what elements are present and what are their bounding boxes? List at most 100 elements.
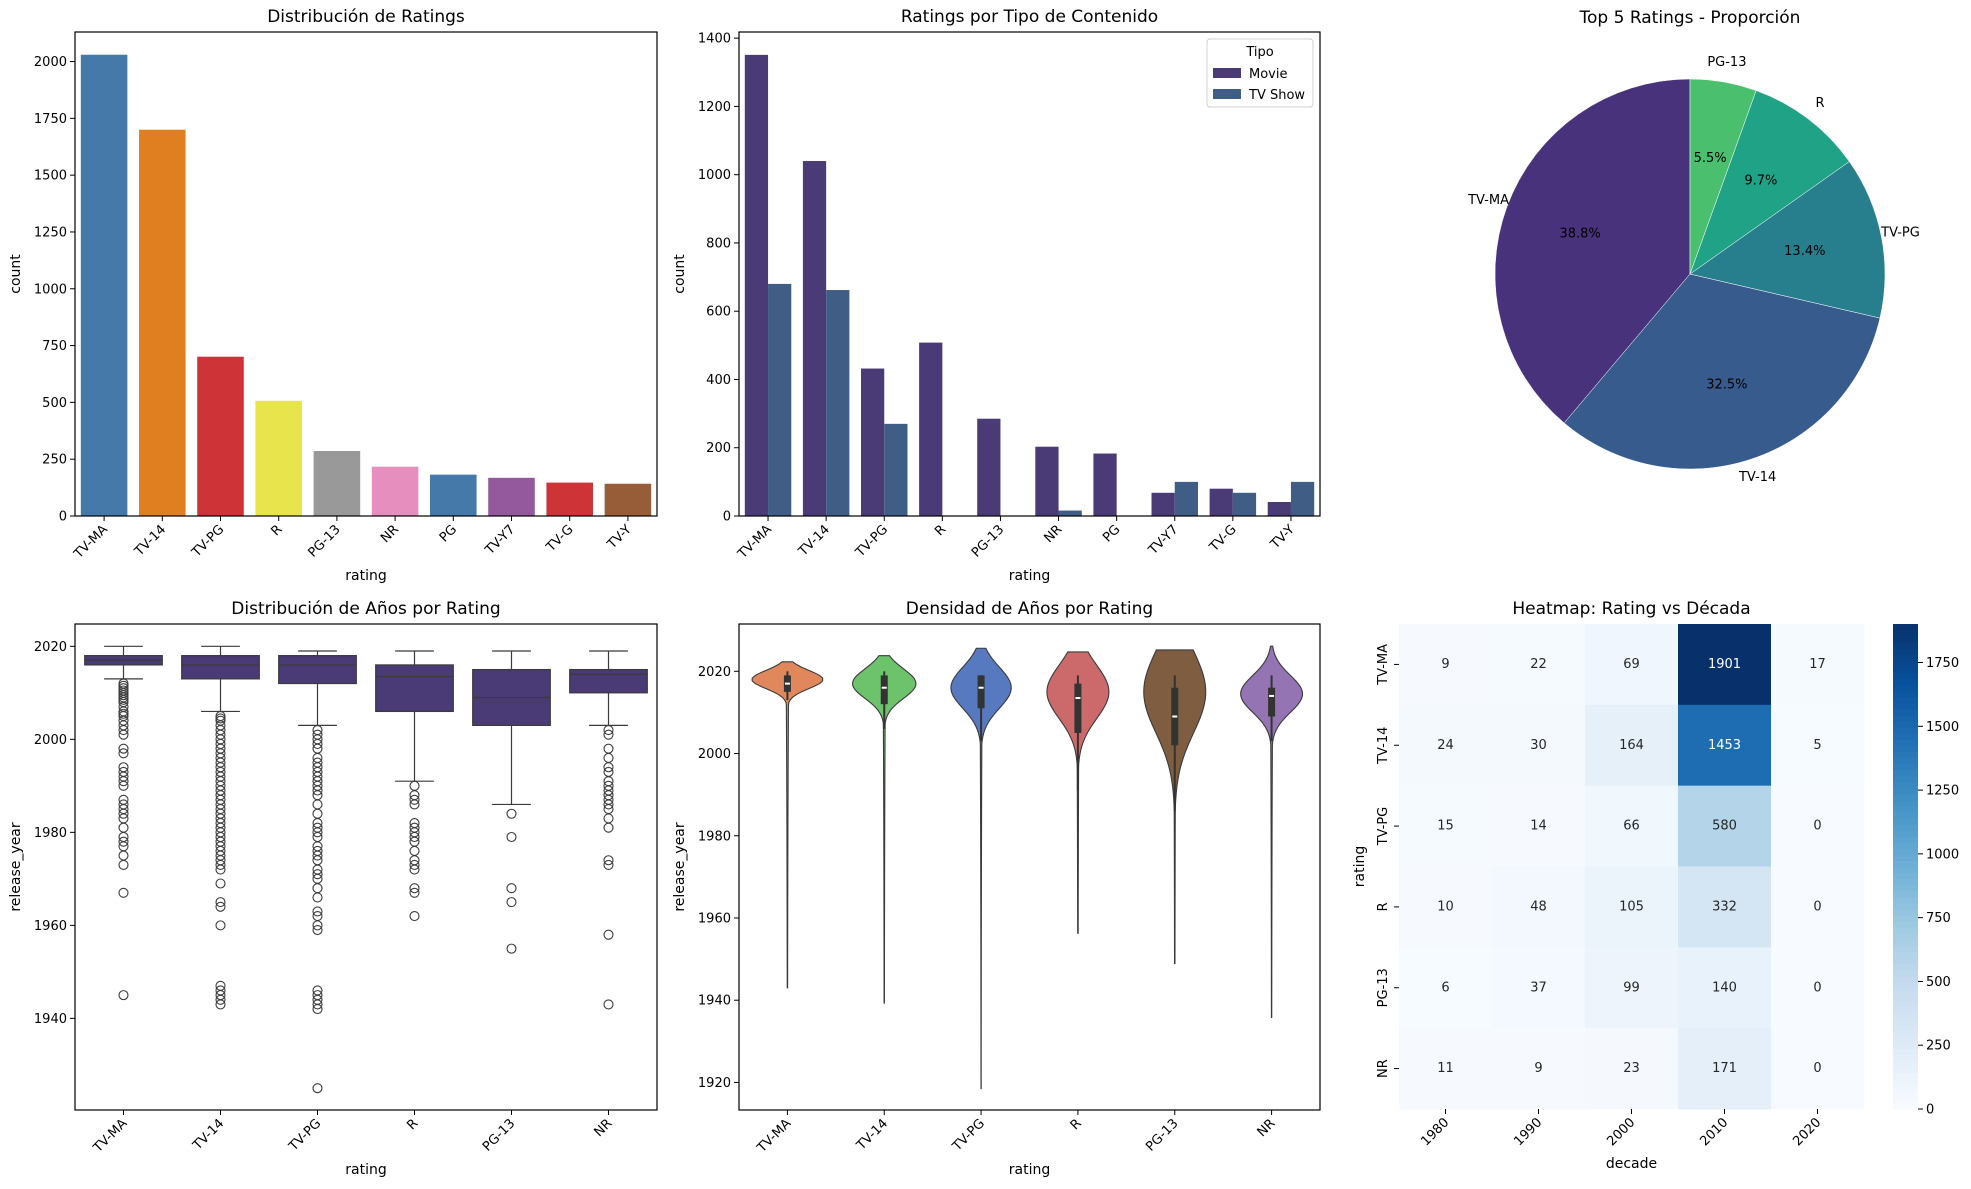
y-tick-label: TV-14 <box>1376 727 1391 765</box>
outlier-point <box>506 943 517 954</box>
colorbar-tick-label: 1500 <box>1926 720 1959 735</box>
y-tick-label: 600 <box>706 305 731 320</box>
chart-years-box: Distribución de Años por Rating 1940 1960 1… <box>8 599 658 1178</box>
heatmap-value: 9 <box>1441 657 1449 672</box>
bar <box>197 356 244 516</box>
y-tick-label: 1960 <box>34 919 67 934</box>
pie-pct-label: 9.7% <box>1744 173 1777 188</box>
x-tick-label: TV-PG <box>189 522 228 561</box>
y-axis-label: release_year <box>672 822 688 912</box>
legend-swatch <box>1213 68 1241 78</box>
box-PG-13 <box>472 650 551 954</box>
violin-R <box>1046 651 1110 934</box>
outlier-point <box>118 780 129 791</box>
heatmap-cell <box>1585 624 1679 706</box>
outlier-point <box>215 994 226 1005</box>
colorbar-segment <box>1893 915 1918 922</box>
pie-slice <box>1689 90 1850 275</box>
colorbar-segment <box>1893 811 1918 819</box>
colorbar-segment <box>1893 763 1918 771</box>
y-tick-label: 1000 <box>698 168 731 183</box>
colorbar-segment <box>1893 878 1918 886</box>
outlier-point <box>118 708 129 719</box>
y-tick-label: 1980 <box>698 829 731 844</box>
pie-pct-label: 38.8% <box>1559 226 1600 241</box>
colorbar-segment <box>1893 896 1918 904</box>
heatmap-cell <box>1492 785 1586 867</box>
y-tick-label: 250 <box>42 453 67 468</box>
heatmap-cell <box>1585 785 1679 867</box>
colorbar-segment <box>1893 1012 1918 1019</box>
heatmap-cell <box>1399 866 1493 948</box>
box-iqr <box>278 655 357 685</box>
outlier-point <box>118 850 129 861</box>
x-axis-label: rating <box>1009 568 1050 584</box>
heatmap-cell <box>1492 947 1586 1029</box>
outlier-point <box>312 906 323 917</box>
colorbar-segment <box>1893 933 1918 940</box>
colorbar-segment <box>1893 884 1918 892</box>
heatmap-value: 15 <box>1437 819 1454 834</box>
colorbar-segment <box>1893 860 1918 868</box>
outlier-point <box>409 911 420 922</box>
violin-iqr-box <box>880 675 888 705</box>
violin-NR <box>1240 645 1304 1019</box>
bar <box>255 400 302 516</box>
violin-PG-13 <box>1143 649 1207 965</box>
bar-movie <box>977 418 1001 516</box>
outlier-point <box>312 883 323 894</box>
heatmap-cell <box>1585 1028 1679 1110</box>
outlier-point <box>603 752 614 763</box>
colorbar-segment <box>1893 993 1918 1001</box>
x-tick-label: TV-Y <box>1267 522 1298 553</box>
outlier-point <box>409 831 420 843</box>
y-tick-label: 2000 <box>34 733 67 748</box>
colorbar-segment <box>1893 642 1918 649</box>
y-tick-label: 1250 <box>34 225 67 240</box>
y-tick-label: PG-13 <box>1376 968 1391 1007</box>
heatmap-cell <box>1585 947 1679 1029</box>
outlier-point <box>409 859 420 870</box>
colorbar-segment <box>1893 927 1918 934</box>
violin-body <box>1240 645 1304 1019</box>
heatmap-value: 48 <box>1530 899 1547 914</box>
colorbar-segment <box>1893 963 1918 971</box>
box-iqr <box>375 664 454 713</box>
colorbar-tick-label: 0 <box>1926 1103 1934 1118</box>
chart-title: Distribución de Años por Rating <box>231 599 500 619</box>
x-tick-label: NR <box>378 522 402 546</box>
bar-tv-show <box>1232 492 1257 516</box>
colorbar-tick-label: 750 <box>1926 911 1951 926</box>
colorbar: 0 250 500 750 1000 1250 1500 1750 <box>1893 624 1959 1118</box>
x-tick-label: 1990 <box>1511 1115 1545 1149</box>
heatmap-cell <box>1771 866 1865 948</box>
y-tick-label: 1000 <box>34 282 67 297</box>
heatmap-cell <box>1399 624 1493 706</box>
heatmap-value: 17 <box>1809 657 1826 672</box>
colorbar-segment <box>1893 1090 1918 1098</box>
y-tick-label: NR <box>1376 1059 1391 1078</box>
colorbar-segment <box>1893 702 1918 710</box>
outlier-point <box>215 878 226 889</box>
pie-slice <box>1494 78 1691 424</box>
bar <box>488 477 535 516</box>
x-tick-label: TV-MA <box>90 1116 130 1156</box>
colorbar-segment <box>1893 805 1918 813</box>
outlier-point <box>312 924 323 936</box>
bar-movie <box>1267 502 1291 516</box>
outlier-point <box>312 850 323 861</box>
colorbar-segment <box>1893 714 1918 722</box>
x-tick-label: TV-MA <box>71 522 111 562</box>
colorbar-segment <box>1893 921 1918 928</box>
x-tick-label: TV-14 <box>853 1116 891 1154</box>
outlier-point <box>603 999 614 1010</box>
y-tick-label: 1920 <box>698 1076 731 1091</box>
heatmap-value: 0 <box>1813 819 1821 834</box>
colorbar-segment <box>1893 1018 1918 1025</box>
y-tick-label: 1940 <box>34 1012 67 1027</box>
bar <box>546 482 593 516</box>
y-tick-label: 2000 <box>698 747 731 762</box>
x-tick-label: R <box>1068 1116 1085 1133</box>
y-tick-label: 0 <box>723 510 731 525</box>
x-tick-label: TV-14 <box>795 522 833 560</box>
